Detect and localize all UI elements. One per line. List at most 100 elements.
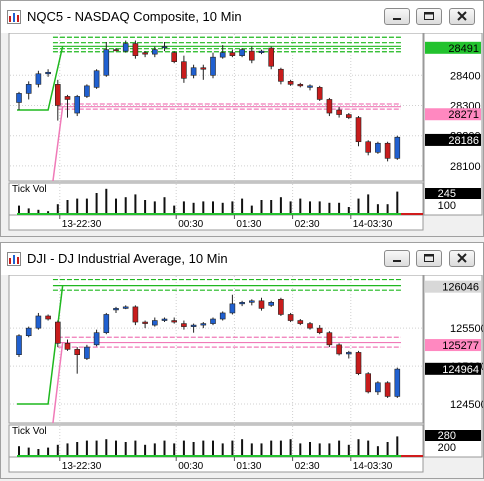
candle-body [258, 300, 265, 309]
ramp-line-green [17, 46, 64, 111]
price-tag [425, 339, 481, 352]
time-tick-label: 13-22:30 [62, 461, 102, 472]
candle [336, 107, 342, 118]
candle-body [35, 315, 42, 329]
candle [190, 64, 197, 79]
volume-bar [76, 198, 79, 214]
candle [54, 79, 61, 121]
candle [93, 69, 100, 89]
candle [219, 45, 226, 59]
volume-bar [357, 198, 360, 214]
candle-body [25, 84, 32, 94]
candle-body [181, 61, 187, 79]
candle [35, 312, 42, 330]
volume-bar [134, 194, 137, 214]
candle-body [375, 382, 381, 393]
volume-bar [318, 201, 321, 214]
candle [219, 311, 226, 321]
volume-bar [37, 449, 40, 456]
volume-bar [18, 205, 20, 214]
candle-body [54, 321, 61, 344]
candle-body [229, 52, 236, 56]
candle-body [365, 373, 372, 393]
candle-body [25, 327, 32, 337]
title-bar[interactable]: NQC5 - NASDAQ Composite, 10 Min [1, 1, 483, 33]
candle-body [210, 56, 216, 76]
candle-body [316, 87, 323, 100]
time-tick-label: 02:30 [295, 461, 320, 472]
volume-bar [376, 446, 379, 456]
time-tick-label: 01:30 [236, 219, 261, 230]
volume-bar [289, 201, 292, 214]
restore-button[interactable] [416, 8, 442, 25]
volume-bar [163, 197, 166, 214]
volume-bar [347, 207, 350, 214]
volume-bar [367, 440, 370, 456]
candle [375, 141, 381, 154]
candle-body [239, 302, 245, 305]
candle [122, 40, 129, 53]
volume-bar [328, 202, 331, 214]
chart-window-nq[interactable]: NQC5 - NASDAQ Composite, 10 Min 28400 283… [0, 0, 484, 237]
price-tick-label: 28400 [450, 70, 481, 82]
volume-bar [56, 204, 59, 214]
candle-body [355, 117, 362, 143]
candle [74, 94, 80, 117]
candle-body [122, 43, 129, 52]
minimize-button[interactable] [384, 8, 410, 25]
volume-bar [27, 447, 30, 456]
candle-body [345, 114, 352, 118]
candle-body [171, 52, 177, 62]
restore-button[interactable] [416, 250, 442, 267]
candle [161, 317, 168, 323]
candle-body [64, 96, 71, 100]
candle [132, 40, 139, 59]
price-tag [425, 362, 481, 375]
candle-body [190, 67, 197, 76]
candle [249, 46, 255, 64]
volume-bar [47, 211, 50, 214]
volume-bar [309, 442, 311, 456]
time-tick-label: 02:30 [295, 219, 320, 230]
candle [200, 64, 207, 80]
volume-bar [270, 440, 273, 456]
candle [394, 367, 401, 398]
volume-bar [212, 440, 214, 456]
candlestick-chart[interactable]: 28400283002820028100284912827128186Tick … [1, 33, 483, 236]
volume-bar [231, 201, 234, 214]
candle [355, 350, 362, 376]
candle-body [93, 332, 100, 346]
candle [278, 297, 284, 316]
candle [152, 46, 158, 58]
price-tag-label: 126046 [442, 282, 479, 294]
volume-panel-label: Tick Vol [12, 184, 47, 195]
candle [258, 49, 265, 55]
minimize-button[interactable] [384, 250, 410, 267]
candle [297, 82, 304, 88]
volume-bar [105, 188, 108, 214]
volume-bar [95, 440, 98, 456]
volume-bar [386, 204, 389, 214]
volume-bar [47, 447, 50, 456]
volume-bar [299, 443, 302, 456]
candle-body [249, 300, 255, 303]
candle-body [103, 314, 110, 333]
candle [316, 325, 323, 335]
volume-bar [85, 440, 88, 456]
candle-body [84, 346, 90, 359]
close-button[interactable] [449, 8, 475, 25]
candle-body [93, 70, 100, 88]
candle-body [200, 323, 207, 326]
candle [74, 347, 80, 374]
volume-bar [328, 443, 331, 456]
volume-bar [396, 191, 399, 214]
candle [336, 343, 342, 356]
price-tag-label: 28186 [448, 135, 479, 147]
close-button[interactable] [449, 250, 475, 267]
candlestick-chart[interactable]: 125500125000124500126046125277124964Tick… [1, 275, 483, 478]
candle-body [54, 84, 61, 106]
price-tag-label: 28271 [448, 109, 479, 121]
title-bar[interactable]: DJI - DJ Industrial Average, 10 Min [1, 243, 483, 275]
volume-tag [425, 188, 481, 199]
chart-window-dji[interactable]: DJI - DJ Industrial Average, 10 Min 1255… [0, 242, 484, 479]
